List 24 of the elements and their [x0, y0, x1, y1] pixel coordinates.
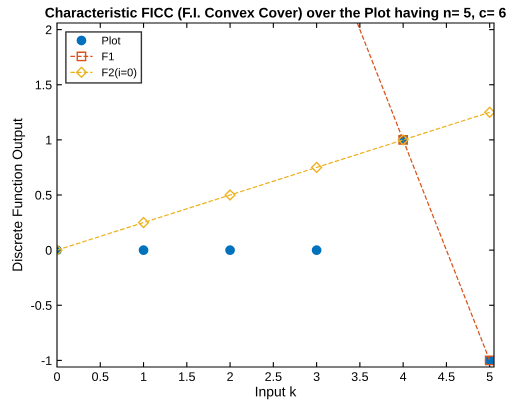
y-tick-label: -1: [42, 356, 52, 365]
x-tick-label: 5: [486, 372, 493, 382]
legend-label: F1: [102, 52, 114, 60]
legend-label: Plot: [102, 36, 121, 44]
y-tick-label: 0: [46, 246, 52, 255]
y-tick-label: 1.5: [36, 80, 52, 90]
x-tick-label: 0: [54, 372, 60, 382]
x-tick-label: 4: [400, 372, 406, 381]
y-tick-label: -0.5: [31, 301, 52, 310]
x-tick-label: 1: [141, 372, 146, 381]
x-tick-label: 2: [227, 372, 233, 381]
x-tick-label: 3.5: [352, 372, 368, 382]
chart-title: Characteristic FICC (F.I. Convex Cover) over the Plot having n= 5, c= 6: [45, 7, 506, 20]
y-tick-label: 0.5: [35, 190, 52, 200]
y-tick-label: 1: [46, 136, 52, 144]
x-tick-label: 3: [314, 372, 320, 382]
legend-label: F2(i=0): [102, 68, 136, 79]
x-tick-label: 4.5: [438, 372, 455, 382]
y-axis-title: Discrete Function Output: [12, 118, 26, 271]
x-axis-title: Input k: [256, 386, 296, 400]
x-tick-label: 0.5: [92, 372, 108, 382]
y-tick-label: 2: [46, 25, 52, 34]
x-tick-label: 1.5: [179, 372, 195, 382]
x-tick-label: 2.5: [265, 372, 282, 382]
